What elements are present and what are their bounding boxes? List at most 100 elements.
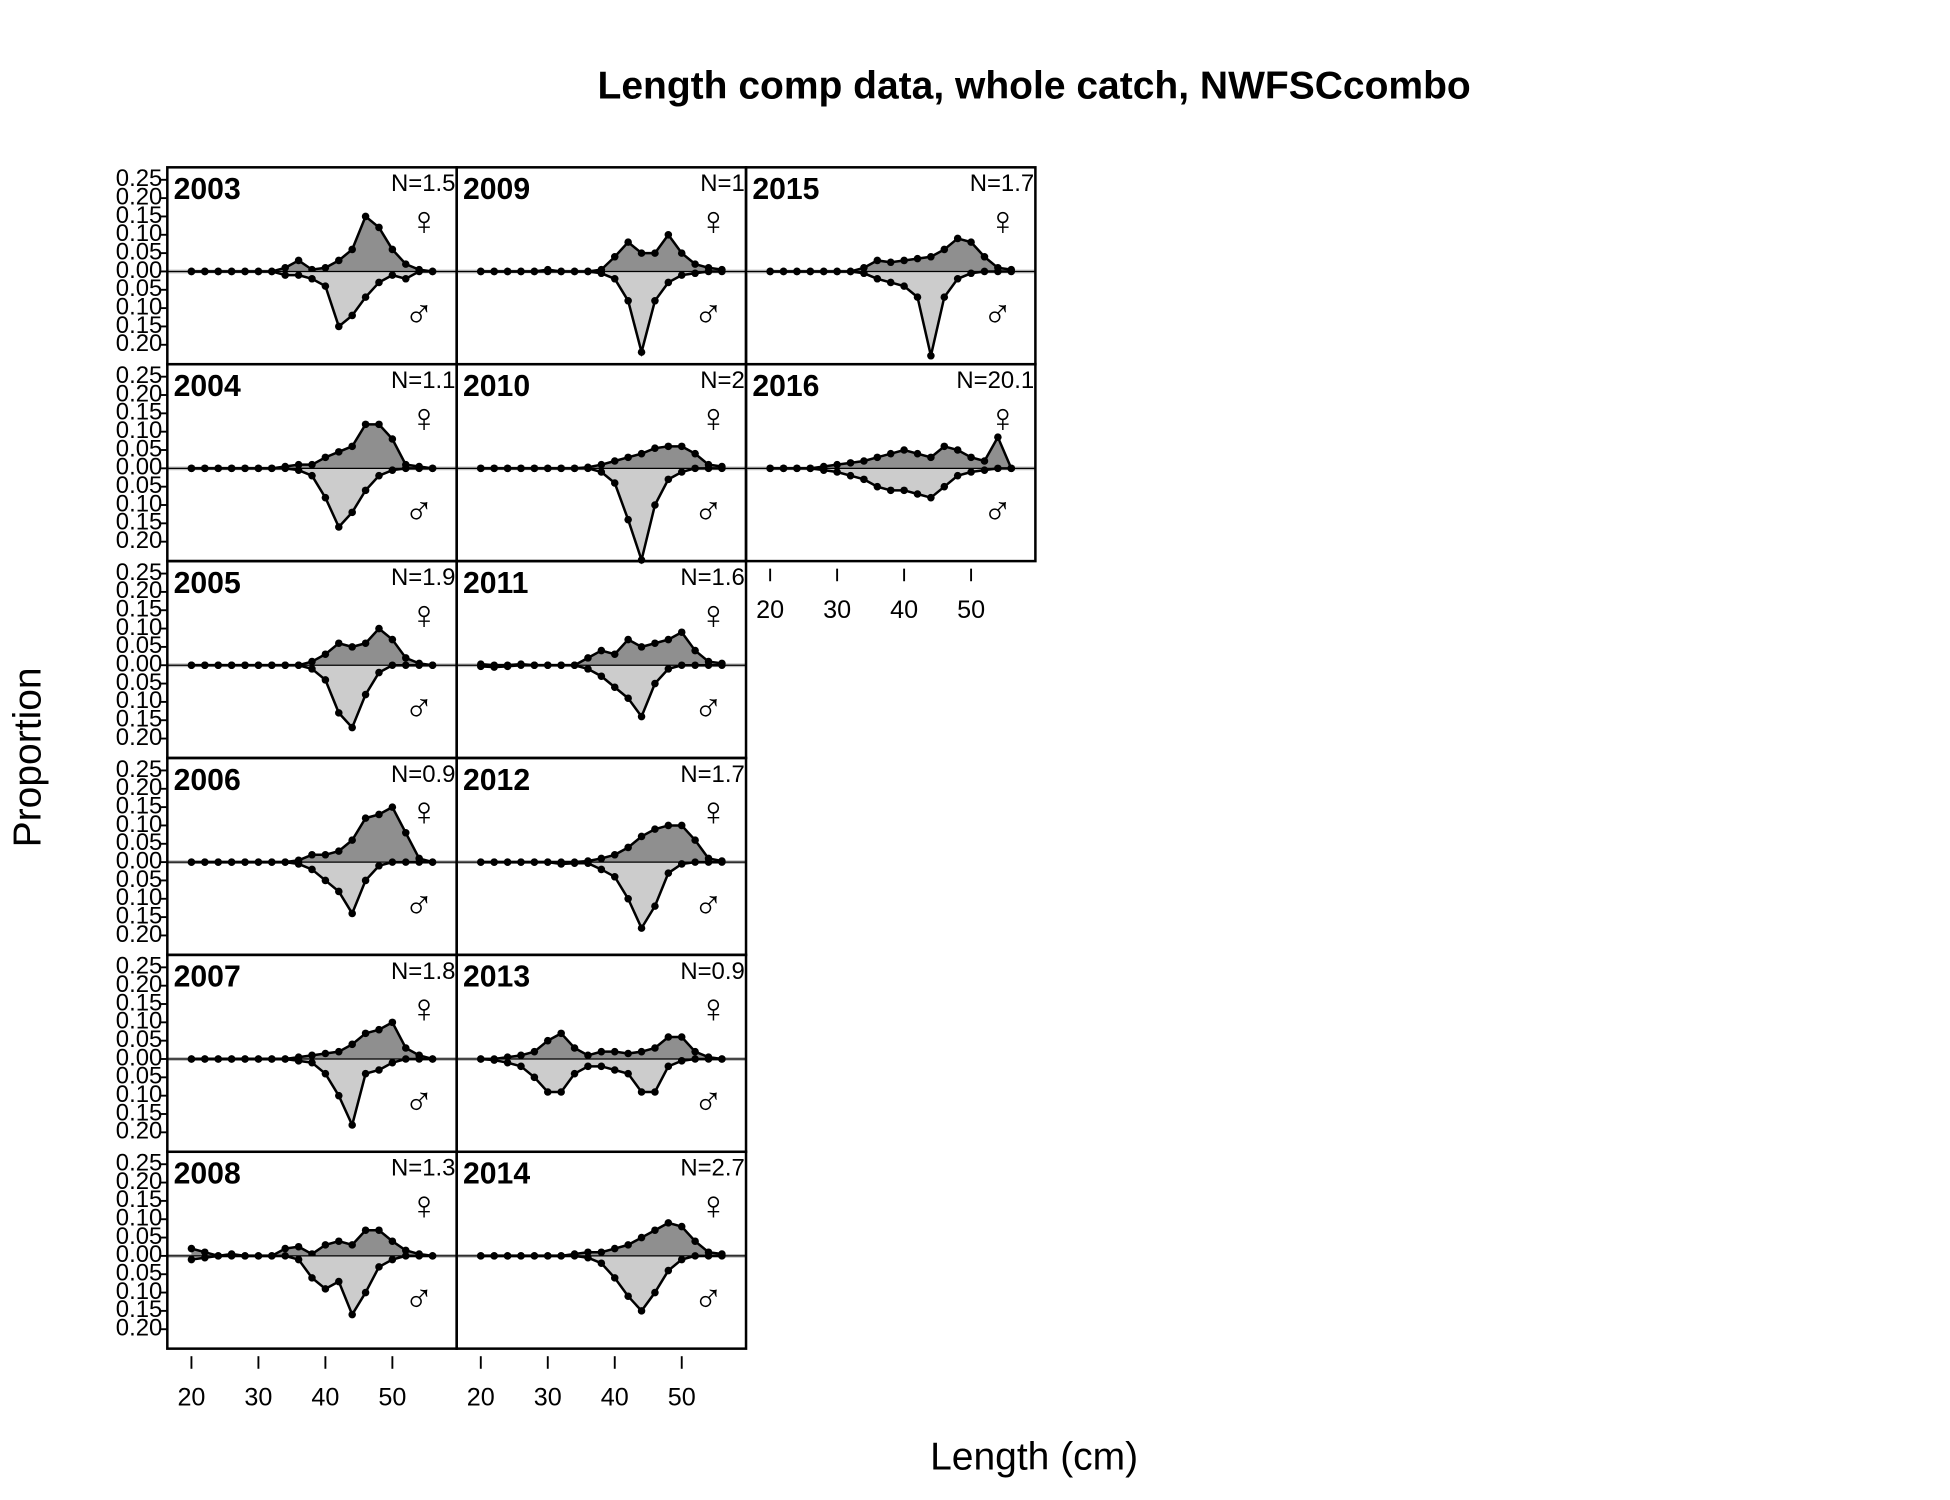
y-tick-label: 0.10 bbox=[116, 220, 163, 247]
x-tick-label: 20 bbox=[177, 1384, 205, 1412]
point bbox=[664, 635, 673, 644]
panel-title: 2012 bbox=[463, 764, 530, 797]
point bbox=[503, 662, 512, 671]
point bbox=[873, 453, 882, 462]
point bbox=[624, 694, 632, 703]
point bbox=[624, 1049, 632, 1058]
point bbox=[597, 854, 606, 863]
point bbox=[953, 446, 962, 454]
point bbox=[691, 269, 699, 278]
point bbox=[980, 457, 989, 465]
point bbox=[517, 1062, 525, 1071]
point bbox=[940, 482, 949, 491]
point bbox=[388, 1058, 397, 1067]
y-tick-label: 0.05 bbox=[116, 435, 163, 462]
y-tick-label: 0.15 bbox=[116, 989, 163, 1016]
point bbox=[927, 453, 935, 462]
point bbox=[664, 231, 673, 239]
point bbox=[691, 646, 699, 655]
line bbox=[191, 1057, 433, 1129]
point bbox=[677, 860, 686, 868]
point bbox=[281, 1244, 289, 1253]
series-symbol: ♂ bbox=[693, 489, 723, 534]
point bbox=[321, 1069, 330, 1078]
y-tick-label: 0.05 bbox=[116, 1063, 163, 1090]
n-label: N=1 bbox=[700, 170, 745, 197]
point bbox=[201, 1248, 209, 1256]
y-tick-label: 0.15 bbox=[116, 1099, 163, 1126]
series-symbol: ♂ bbox=[693, 685, 723, 730]
n-label: N=1.8 bbox=[391, 958, 455, 985]
point bbox=[361, 420, 370, 429]
point bbox=[637, 348, 646, 356]
y-tick-label: 0.05 bbox=[116, 829, 163, 856]
point bbox=[691, 260, 699, 268]
chart-title: Length comp data, whole catch, NWFSCcomb… bbox=[598, 64, 1471, 107]
point bbox=[584, 1253, 592, 1262]
point bbox=[375, 668, 383, 677]
series-symbol: ♂ bbox=[404, 292, 434, 337]
x-tick-label: 20 bbox=[756, 596, 784, 624]
panel-title: 2006 bbox=[174, 764, 241, 797]
series-symbol: ♂ bbox=[404, 489, 434, 534]
point bbox=[651, 444, 659, 452]
point bbox=[321, 493, 330, 502]
point bbox=[321, 876, 330, 885]
series-symbol: ♂ bbox=[693, 1276, 723, 1321]
point bbox=[375, 1263, 383, 1271]
point bbox=[610, 873, 619, 881]
point bbox=[913, 449, 922, 458]
point bbox=[691, 1047, 699, 1056]
point bbox=[940, 245, 949, 254]
y-tick-label: 0.00 bbox=[116, 651, 163, 678]
n-label: N=20.1 bbox=[956, 367, 1034, 394]
y-tick-label: 0.10 bbox=[116, 1205, 163, 1232]
point bbox=[597, 1259, 606, 1267]
line bbox=[480, 467, 722, 565]
point bbox=[819, 466, 828, 474]
point bbox=[664, 821, 673, 830]
point bbox=[321, 676, 330, 684]
point bbox=[940, 442, 949, 451]
panel-title: 2008 bbox=[174, 1158, 241, 1191]
point bbox=[401, 260, 410, 268]
point bbox=[375, 1025, 383, 1034]
panel-frame bbox=[455, 1150, 748, 1350]
point bbox=[361, 1288, 370, 1297]
point bbox=[900, 256, 908, 265]
area bbox=[191, 1230, 433, 1256]
y-tick-label: 0.10 bbox=[116, 1081, 163, 1108]
y-tick-label: 0.15 bbox=[116, 902, 163, 929]
point bbox=[651, 639, 659, 648]
point bbox=[361, 876, 370, 885]
y-tick-label: 0.20 bbox=[116, 1168, 163, 1195]
point bbox=[624, 843, 632, 852]
point bbox=[361, 212, 370, 221]
point bbox=[597, 468, 606, 476]
point bbox=[637, 449, 646, 458]
point bbox=[281, 264, 289, 272]
y-tick-label: 0.25 bbox=[116, 362, 163, 389]
y-tick-label: 0.20 bbox=[116, 921, 163, 948]
point bbox=[321, 264, 330, 272]
point bbox=[651, 1044, 659, 1052]
point bbox=[651, 825, 659, 833]
y-tick-label: 0.00 bbox=[116, 454, 163, 481]
series-symbol: ♀ bbox=[698, 789, 728, 834]
point bbox=[570, 1044, 579, 1052]
point bbox=[348, 909, 356, 918]
point bbox=[401, 829, 410, 837]
point bbox=[584, 665, 592, 673]
x-axis-label: Length (cm) bbox=[930, 1436, 1138, 1479]
point bbox=[388, 635, 397, 644]
y-tick-label: 0.20 bbox=[116, 1118, 163, 1145]
point bbox=[321, 1049, 330, 1058]
point bbox=[321, 453, 330, 462]
point bbox=[375, 278, 383, 287]
point bbox=[664, 1266, 673, 1275]
y-tick-label: 0.20 bbox=[116, 527, 163, 554]
point bbox=[294, 1057, 303, 1065]
point bbox=[388, 1237, 397, 1245]
y-tick-label: 0.10 bbox=[116, 884, 163, 911]
y-tick-label: 0.10 bbox=[116, 490, 163, 517]
